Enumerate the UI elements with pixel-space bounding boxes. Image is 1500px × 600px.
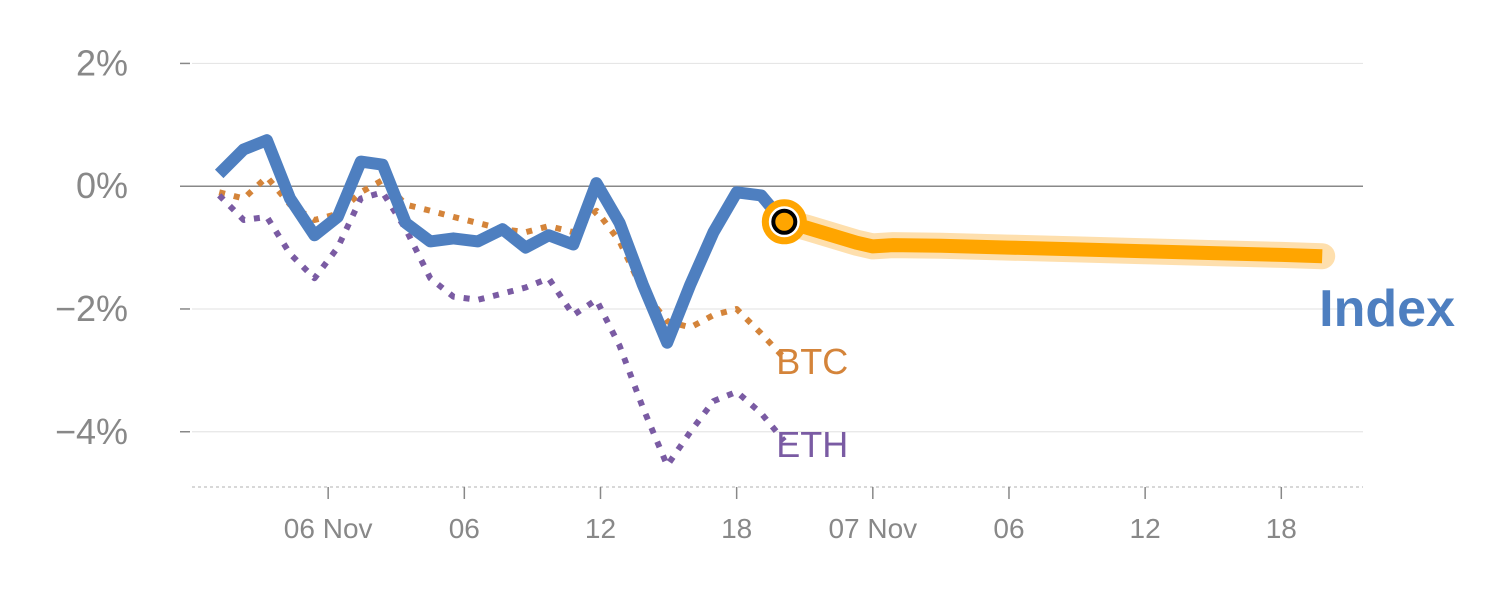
series-line-forecast-index [782,215,1323,264]
x-tick-label: 18 [721,513,752,544]
series-label-eth: ETH [776,424,848,465]
x-tick-label: 06 Nov [284,513,373,544]
x-tick-label: 06 [449,513,480,544]
current-value-marker [771,208,798,235]
series-label-index: Index [1319,280,1455,338]
x-tick-label: 12 [1130,513,1161,544]
series-labels: Index BTC ETH [776,280,1455,465]
y-tick-label: −2% [55,288,128,329]
axes: 2% 0% −2% −4% 06 Nov 06 12 18 07 Nov 06 12 18 [55,42,1363,544]
series-line-eth [217,189,787,469]
y-tick-label: 0% [76,165,128,206]
x-tick-label: 06 [993,513,1024,544]
series-lines [214,134,1336,469]
gridlines [180,62,1363,433]
y-tick-label: 2% [76,42,128,83]
x-tick-label: 18 [1266,513,1297,544]
x-tick-label: 07 Nov [828,513,917,544]
y-tick-label: −4% [55,411,128,452]
series-label-btc: BTC [776,341,848,382]
x-tick-label: 12 [585,513,616,544]
series-line-index [214,134,789,349]
